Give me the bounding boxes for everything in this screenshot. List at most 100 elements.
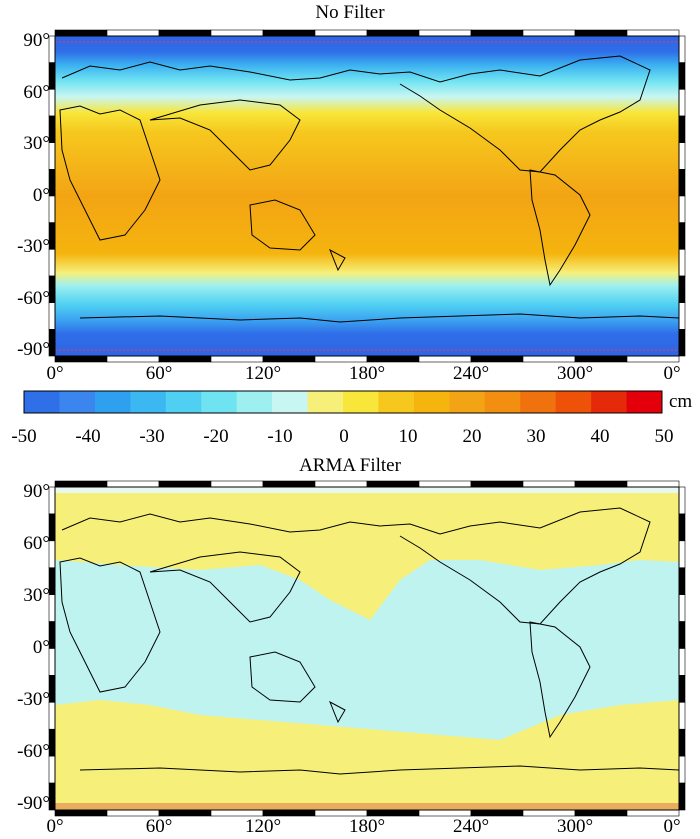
frame-segment [678, 35, 686, 63]
colorbar-swatch [484, 391, 521, 413]
colorbar-swatch [591, 391, 628, 413]
map-2-frame [48, 480, 686, 817]
frame-segment [106, 355, 160, 363]
frame-segment [262, 480, 316, 488]
map-1-lat-label: -90° [17, 339, 50, 360]
map-1-lon-label: 180° [348, 363, 386, 384]
colorbar-swatch [201, 391, 238, 413]
map-1-lat-label: 0° [32, 185, 50, 206]
frame-segment [366, 29, 420, 37]
colorbar-tick-label: 40 [590, 426, 610, 447]
south-edge-band [55, 803, 679, 810]
map-border [54, 486, 680, 811]
map-2-lat-label: 30° [23, 585, 50, 606]
frame-segment [574, 29, 628, 37]
frame-segment [210, 480, 264, 488]
frame-segment [366, 355, 420, 363]
colorbar-tick-label: -30 [139, 426, 165, 447]
map-1-lon-label: 120° [244, 363, 282, 384]
map-1-title: No Filter [315, 2, 385, 23]
frame-segment [574, 480, 628, 488]
frame-segment [678, 302, 686, 330]
frame-segment [678, 755, 686, 784]
frame-segment [678, 702, 686, 730]
coastlines-map-2 [59, 507, 680, 775]
colorbar-tick-label: -40 [75, 426, 101, 447]
map-1-lon-label: 0° [46, 363, 64, 384]
frame-segment [626, 29, 680, 37]
map-1-lat-label: -60° [17, 288, 50, 309]
map-arma-filter [55, 487, 680, 810]
frame-segment [418, 29, 472, 37]
frame-segment [678, 62, 686, 90]
frame-segment [54, 480, 108, 488]
frame-segment [314, 355, 368, 363]
frame-segment [54, 355, 108, 363]
map-1-lon-label: 0° [663, 363, 681, 384]
colorbar-swatch [378, 391, 415, 413]
coastlines-map-1 [59, 55, 680, 323]
frame-segment [678, 169, 686, 197]
map-2-lat-label: 90° [23, 481, 50, 502]
map-1-lat-label: 90° [23, 30, 50, 51]
map-1-lat-label: -30° [17, 236, 50, 257]
map-1-lat-label: 30° [23, 133, 50, 154]
frame-segment [262, 29, 316, 37]
colorbar-swatch [449, 391, 486, 413]
colorbar-tick-label: 50 [654, 426, 674, 447]
frame-segment [678, 249, 686, 277]
colorbar-tick-label: 30 [526, 426, 546, 447]
colorbar-unit: cm [669, 391, 693, 412]
frame-segment [678, 329, 686, 357]
map-1-lon-label: 60° [145, 363, 173, 384]
frame-segment [522, 355, 576, 363]
map-2-lon-label: 240° [452, 816, 490, 837]
frame-segment [678, 195, 686, 223]
frame-segment [522, 480, 576, 488]
frame-segment [678, 782, 686, 811]
map-1-lat-label: 60° [23, 82, 50, 103]
frame-segment [678, 115, 686, 143]
colorbar-swatch [165, 391, 202, 413]
frame-segment [106, 480, 160, 488]
colorbar-swatch [130, 391, 167, 413]
arma-anomaly-band [55, 560, 679, 740]
colorbar [23, 390, 663, 414]
colorbar-swatch [413, 391, 450, 413]
map-2-lat-label: 0° [32, 637, 50, 658]
frame-segment [314, 480, 368, 488]
frame-segment [106, 29, 160, 37]
colorbar-swatch [236, 391, 273, 413]
map-frames [48, 29, 686, 817]
frame-segment [262, 355, 316, 363]
frame-segment [522, 29, 576, 37]
frame-segment [678, 275, 686, 303]
no-filter-field [55, 36, 679, 356]
frame-segment [158, 29, 212, 37]
frame-segment [210, 29, 264, 37]
map-2-lat-label: 60° [23, 533, 50, 554]
map-border [54, 35, 680, 357]
frame-segment [678, 728, 686, 757]
frame-segment [678, 621, 686, 649]
colorbar-swatch [24, 391, 60, 413]
colorbar-swatch [555, 391, 592, 413]
colorbar-tick-label: -10 [267, 426, 293, 447]
map-2-lon-label: 300° [556, 816, 594, 837]
colorbar-swatch [626, 391, 663, 413]
frame-segment [314, 29, 368, 37]
frame-segment [418, 480, 472, 488]
frame-segment [470, 29, 524, 37]
colorbar-tick-label: -20 [203, 426, 229, 447]
colorbar-swatch [343, 391, 379, 413]
frame-segment [678, 513, 686, 542]
frame-segment [678, 567, 686, 595]
frame-segment [418, 355, 472, 363]
colorbar-tick-label: 20 [462, 426, 482, 447]
frame-segment [470, 480, 524, 488]
map-2-lon-label: 0° [46, 816, 64, 837]
north-edge-band [55, 487, 679, 493]
frame-segment [158, 355, 212, 363]
frame-segment [210, 355, 264, 363]
